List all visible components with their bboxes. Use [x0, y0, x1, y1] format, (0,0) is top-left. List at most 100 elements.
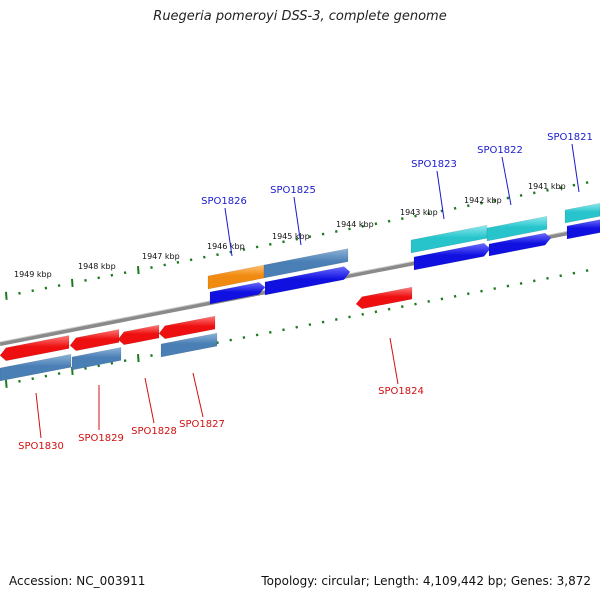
minor-tick — [176, 260, 180, 264]
scale-label: 1944 kbp — [336, 220, 374, 229]
minor-tick — [387, 219, 391, 223]
minor-tick — [31, 377, 35, 381]
minor-tick — [282, 328, 285, 332]
minor-tick — [44, 374, 48, 378]
minor-tick — [110, 273, 114, 277]
genome-summary: Topology: circular; Length: 4,109,442 bp… — [261, 574, 591, 588]
gene-leader-line — [192, 372, 204, 418]
minor-tick — [532, 191, 536, 195]
cds-spo1821 — [566, 219, 600, 240]
gene-label: SPO1822 — [477, 145, 523, 156]
minor-tick — [361, 312, 365, 316]
minor-tick — [546, 188, 549, 192]
minor-tick — [348, 315, 351, 319]
minor-tick — [374, 310, 378, 314]
minor-tick — [202, 255, 206, 259]
minor-tick — [123, 359, 127, 363]
minor-tick — [44, 286, 48, 290]
gene-leader-line — [35, 392, 42, 439]
minor-tick — [493, 287, 497, 291]
cds-spo1826 — [209, 282, 266, 305]
minor-tick — [466, 292, 470, 296]
cds-spo1825 — [264, 266, 351, 296]
gene-label: SPO1821 — [547, 132, 593, 143]
gene-label: SPO1825 — [270, 185, 316, 196]
gene-leader-line — [501, 156, 512, 206]
accession-label: Accession: — [9, 574, 73, 588]
gene-label: SPO1829 — [78, 433, 124, 444]
minor-tick — [18, 379, 21, 383]
gene-leader-line — [389, 337, 399, 385]
minor-tick — [229, 338, 233, 342]
minor-tick — [268, 330, 272, 334]
gene-label: SPO1823 — [411, 159, 457, 170]
minor-tick — [295, 325, 299, 329]
scale-label: 1943 kbp — [400, 208, 438, 217]
cds-spo1828 — [117, 324, 160, 346]
minor-tick — [84, 278, 87, 282]
minor-tick — [321, 320, 325, 324]
minor-tick — [480, 289, 483, 293]
scale-label: 1946 kbp — [207, 242, 245, 251]
minor-tick — [506, 284, 510, 288]
minor-tick — [519, 193, 523, 197]
scale-label: 1948 kbp — [78, 262, 116, 271]
accession-value: NC_003911 — [76, 574, 146, 588]
scale-label: 1947 kbp — [142, 252, 180, 261]
major-tick — [137, 354, 140, 363]
minor-tick — [97, 364, 101, 368]
minor-tick — [374, 222, 378, 226]
minor-tick — [97, 276, 101, 280]
minor-tick — [427, 211, 431, 215]
minor-tick — [519, 281, 523, 285]
gene-label: SPO1826 — [201, 196, 247, 207]
scale-label: 1945 kbp — [272, 232, 310, 241]
minor-tick — [440, 297, 444, 301]
cds-spo1822 — [488, 232, 552, 257]
minor-tick — [321, 232, 325, 236]
major-tick — [5, 379, 8, 388]
minor-tick — [480, 201, 483, 205]
minor-tick — [440, 209, 444, 213]
scale-label: 1949 kbp — [14, 270, 52, 279]
minor-tick — [348, 227, 351, 231]
minor-tick — [242, 248, 246, 251]
minor-tick — [414, 214, 417, 218]
tick-track-lower — [5, 269, 589, 388]
gene-feature-spo1822 — [486, 215, 548, 242]
minor-tick — [150, 354, 153, 357]
cds-spo1824 — [355, 286, 413, 310]
gene-feature-spo1826 — [207, 264, 265, 290]
scale-label: 1941 kbp — [528, 182, 566, 191]
minor-tick — [57, 284, 61, 288]
minor-tick — [546, 276, 549, 280]
cds-spo1823 — [413, 243, 491, 271]
minor-tick — [334, 318, 338, 321]
minor-tick — [150, 266, 153, 269]
gene-leader-line — [224, 207, 233, 257]
minor-tick — [57, 372, 61, 376]
minor-tick — [559, 186, 563, 190]
minor-tick — [255, 245, 259, 249]
minor-tick — [453, 294, 457, 298]
gene-label: SPO1830 — [18, 441, 64, 452]
gene-feature-spo1827 — [160, 332, 218, 358]
minor-tick — [31, 289, 35, 293]
cds-spo1829 — [69, 329, 120, 352]
gene-feature-spo1821 — [564, 202, 600, 224]
gene-label: SPO1828 — [131, 426, 177, 437]
gene-leader-line — [293, 196, 302, 246]
minor-tick — [255, 333, 259, 337]
gene-label: SPO1827 — [179, 419, 225, 430]
minor-tick — [334, 230, 338, 233]
minor-tick — [453, 206, 457, 210]
minor-tick — [585, 269, 589, 273]
gene-leader-line — [436, 170, 445, 220]
minor-tick — [559, 274, 563, 278]
accession-info: Accession: NC_003911 — [9, 574, 145, 588]
minor-tick — [268, 242, 272, 246]
minor-tick — [123, 271, 127, 275]
minor-tick — [493, 199, 497, 203]
minor-tick — [572, 183, 576, 187]
